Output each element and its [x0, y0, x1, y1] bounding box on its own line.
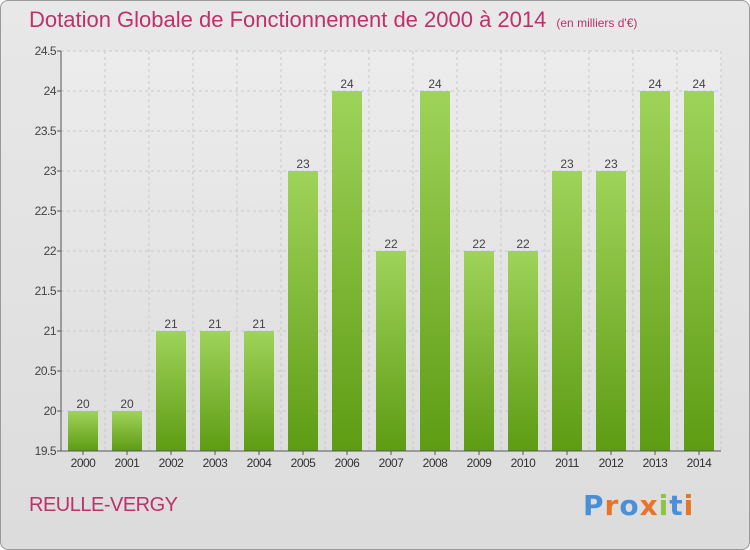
bar-value-label: 24 [428, 77, 442, 91]
bar [508, 251, 538, 451]
y-tick-label: 19.5 [35, 444, 57, 458]
bar-value-label: 22 [384, 237, 398, 251]
chart-unit: (en milliers d'€) [556, 16, 638, 30]
labels: 19.5 20 20.5 21 21.5 22 22.5 23 23.5 24 24.5 20 2000… [35, 44, 713, 470]
commune-name: REULLE-VERGY [29, 494, 178, 516]
bar [332, 91, 362, 451]
y-tick-label: 23.5 [35, 124, 57, 138]
bar-value-label: 24 [692, 77, 706, 91]
x-tick-label: 2003 [203, 456, 229, 470]
bar [464, 251, 494, 451]
x-tick-label: 2013 [643, 456, 669, 470]
y-tick-label: 22.5 [35, 204, 57, 218]
x-tick-label: 2008 [423, 456, 449, 470]
bar-value-label: 20 [120, 397, 134, 411]
bar-value-label: 23 [296, 157, 310, 171]
bar-value-label: 24 [340, 77, 354, 91]
bar-value-label: 24 [648, 77, 662, 91]
bar [200, 331, 230, 451]
x-tick-label: 2000 [71, 456, 97, 470]
x-tick-label: 2014 [687, 456, 713, 470]
bar [596, 171, 626, 451]
bar [156, 331, 186, 451]
proxiti-logo: Proxiti [583, 489, 695, 522]
x-tick-label: 2006 [335, 456, 361, 470]
x-tick-label: 2009 [467, 456, 493, 470]
x-tick-label: 2002 [159, 456, 185, 470]
bar [288, 171, 318, 451]
bar-value-label: 20 [76, 397, 90, 411]
bar [552, 171, 582, 451]
chart-title-text: Dotation Globale de Fonctionnement de 20… [29, 7, 547, 32]
axes [57, 50, 721, 455]
bar [640, 91, 670, 451]
bar-value-label: 21 [208, 317, 222, 331]
bar-value-label: 22 [472, 237, 486, 251]
x-tick-label: 2012 [599, 456, 625, 470]
y-tick-label: 24.5 [35, 44, 57, 58]
x-tick-label: 2010 [511, 456, 537, 470]
bar-value-label: 23 [560, 157, 574, 171]
y-tick-label: 23 [44, 164, 57, 178]
bar [68, 411, 98, 451]
y-tick-label: 20.5 [35, 364, 57, 378]
bar-value-label: 22 [516, 237, 530, 251]
bars [68, 91, 714, 451]
bar [684, 91, 714, 451]
y-tick-label: 21.5 [35, 284, 57, 298]
bar-value-label: 23 [604, 157, 618, 171]
bar-value-label: 21 [164, 317, 178, 331]
bar [244, 331, 274, 451]
x-tick-label: 2005 [291, 456, 317, 470]
y-tick-label: 24 [44, 84, 57, 98]
y-tick-label: 21 [44, 324, 57, 338]
bar [376, 251, 406, 451]
chart-title: Dotation Globale de Fonctionnement de 20… [29, 7, 637, 33]
x-tick-label: 2001 [115, 456, 141, 470]
x-tick-label: 2007 [379, 456, 405, 470]
x-tick-label: 2004 [247, 456, 273, 470]
y-tick-label: 22 [44, 244, 57, 258]
bar [420, 91, 450, 451]
bar-value-label: 21 [252, 317, 266, 331]
x-tick-label: 2011 [555, 456, 580, 470]
y-tick-label: 20 [44, 404, 57, 418]
bar [112, 411, 142, 451]
